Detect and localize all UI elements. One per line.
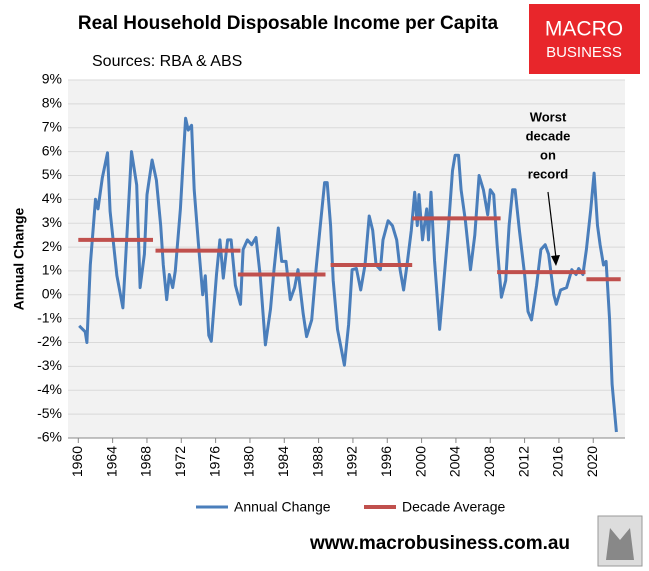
website: www.macrobusiness.com.au [309,533,570,554]
annotation: on [540,147,556,162]
y-tick-label: 3% [42,214,62,230]
average-line [78,216,621,282]
x-tick-label: 1996 [378,446,394,477]
x-tick-label: 2000 [412,446,428,477]
chart-title: Real Household Disposable Income per Cap… [78,13,499,34]
annotation: decade [526,128,571,143]
annotation-arrowhead [551,255,560,266]
y-tick-label: 1% [42,262,62,278]
logo-box [529,4,640,74]
y-tick-label: 5% [42,166,62,182]
x-tick-label: 1964 [103,446,119,477]
y-tick-label: -5% [37,405,62,421]
annotation: Worst [530,109,567,124]
chart-subtitle: Sources: RBA & ABS [92,53,242,70]
x-tick-label: 1980 [241,446,257,477]
x-tick-label: 2020 [584,446,600,477]
legend-label: Decade Average [402,499,505,515]
annotation-arrow [547,191,557,259]
x-tick-label: 1988 [309,446,325,477]
annotation: record [528,166,569,181]
y-tick-label: 9% [42,71,62,87]
y-tick-label: 0% [42,286,62,302]
y-tick-label: -4% [37,381,62,397]
y-tick-label: 8% [42,95,62,111]
x-tick-label: 2012 [515,446,531,477]
legend-label: Annual Change [234,499,331,515]
y-tick-label: 7% [42,118,62,134]
x-tick-label: 1976 [206,446,222,477]
x-tick-label: 1960 [69,446,85,477]
plot-area [68,80,625,438]
y-axis-label: Annual Change [11,207,27,310]
y-tick-label: -2% [37,333,62,349]
x-tick-label: 1968 [138,446,154,477]
y-tick-label: 6% [42,142,62,158]
y-tick-label: 4% [42,190,62,206]
x-tick-label: 1992 [344,446,360,477]
x-tick-label: 1984 [275,446,291,477]
x-tick-label: 2016 [550,446,566,477]
x-tick-label: 2004 [447,446,463,477]
logo-text: MACRO [545,18,623,41]
x-tick-label: 2008 [481,446,497,477]
y-tick-label: -3% [37,357,62,373]
logo-icon-shape [606,528,634,560]
y-tick-label: -1% [37,309,62,325]
x-tick-label: 1972 [172,446,188,477]
y-tick-label: 2% [42,238,62,254]
data-line [78,116,618,433]
y-tick-label: -6% [37,429,62,445]
logo-text: BUSINESS [546,44,622,61]
